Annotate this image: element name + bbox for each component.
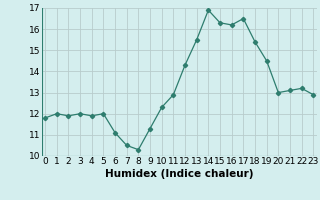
X-axis label: Humidex (Indice chaleur): Humidex (Indice chaleur) [105, 169, 253, 179]
